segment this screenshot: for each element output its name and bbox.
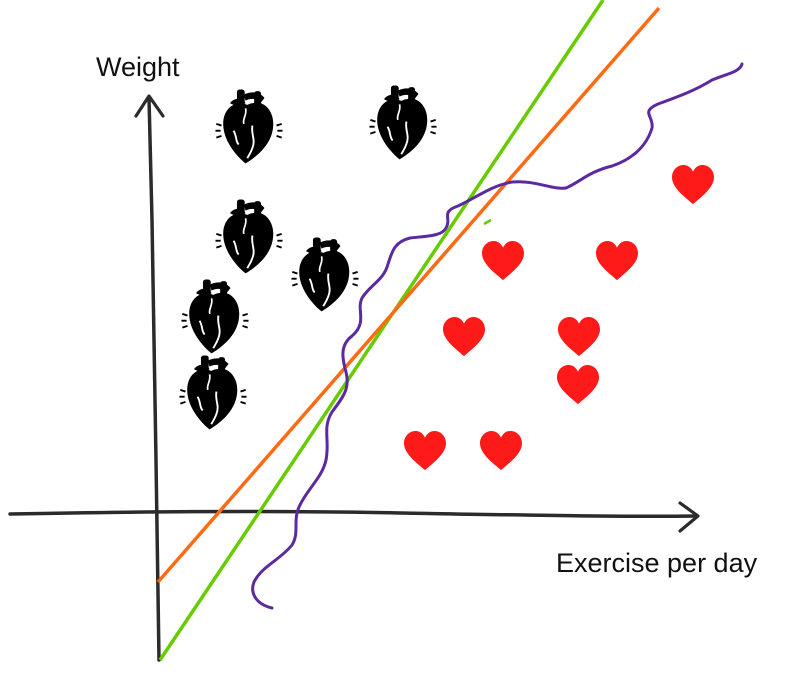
y-axis-arrowhead [134,94,165,118]
red-heart-icon [404,430,446,471]
green-decision-line [158,0,605,661]
x-axis-label: Exercise per day [556,548,758,578]
unhealthy-points [178,84,438,431]
red-heart-icon [672,164,714,205]
anatomical-heart-icon [180,278,250,355]
anatomical-heart-icon [290,236,360,313]
y-axis [147,96,161,662]
y-axis-label: Weight [96,52,180,82]
x-axis-arrowhead [678,501,700,533]
red-heart-icon [558,316,600,357]
anatomical-heart-icon [214,88,284,165]
red-heart-icon [596,240,638,281]
purple-overfit-curve [251,62,744,610]
x-axis [8,509,698,519]
red-heart-icon [482,240,524,281]
green-scribble [483,218,492,226]
anatomical-heart-icon [178,354,248,431]
red-heart-icon [443,316,485,357]
red-heart-icon [557,364,599,405]
red-heart-icon [480,430,522,471]
orange-decision-line [156,6,661,584]
anatomical-heart-icon [214,198,284,275]
anatomical-heart-icon [368,84,438,161]
